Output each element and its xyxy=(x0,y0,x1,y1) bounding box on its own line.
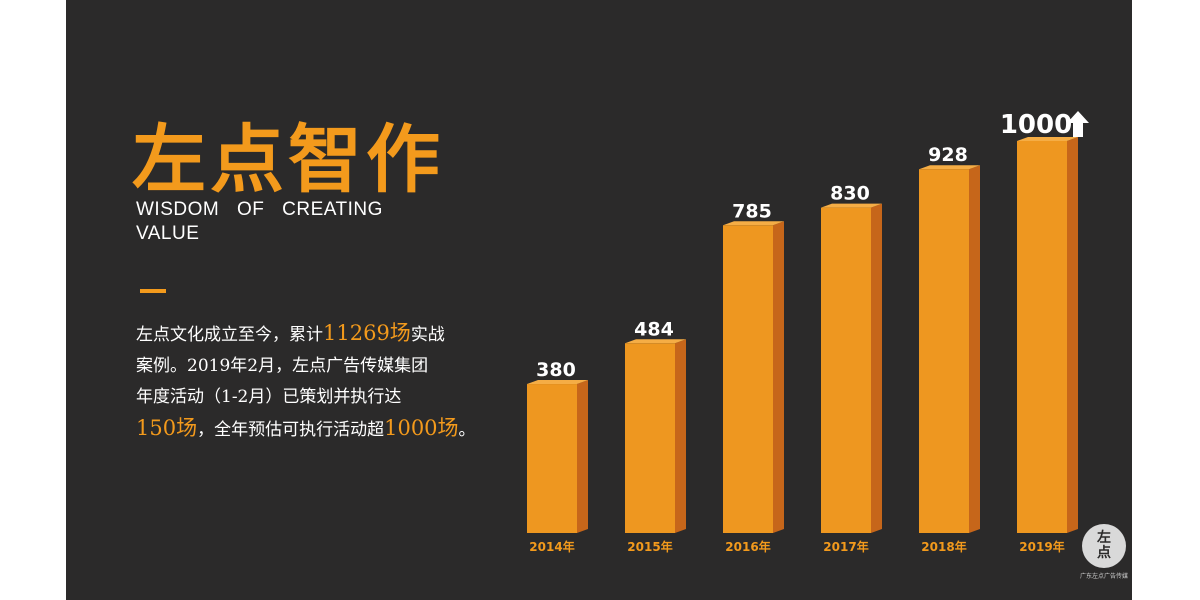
bar-side xyxy=(577,380,588,533)
x-tick-label: 2016年 xyxy=(725,539,770,554)
bar-side xyxy=(969,165,980,533)
description-line-3: 年度活动（1-2月）已策划并执行达 xyxy=(136,387,402,407)
slide: 左点智作 WISDOM OF CREATING VALUE 左点文化成立至今，累… xyxy=(66,0,1132,600)
bar xyxy=(821,207,871,533)
x-tick-label: 2015年 xyxy=(627,539,672,554)
bar-top xyxy=(1017,137,1078,141)
x-tick-label: 2017年 xyxy=(823,539,868,554)
x-tick-label: 2019年 xyxy=(1019,539,1064,554)
slide-subtitle: WISDOM OF CREATING VALUE xyxy=(136,199,383,244)
bar-value-label: 1000 xyxy=(1000,110,1072,140)
bar xyxy=(625,343,675,533)
bar-value-label: 830 xyxy=(830,183,870,205)
bar xyxy=(527,384,577,533)
logo-caption: 广东左点广告传媒 xyxy=(1079,573,1128,580)
bar-side xyxy=(773,221,784,533)
bar-value-label: 928 xyxy=(928,144,968,166)
slide-title: 左点智作 xyxy=(132,117,444,203)
bar-top xyxy=(527,380,588,385)
bar xyxy=(1017,141,1067,533)
description-line-2: 案例。2019年2月，左点广告传媒集团 xyxy=(136,356,429,376)
bar-value-label: 380 xyxy=(536,359,576,381)
description-line-4: 150场，全年预估可执行活动超1000场。 xyxy=(136,416,476,440)
x-tick-label: 2014年 xyxy=(529,539,574,554)
bar-top xyxy=(723,221,784,226)
description-line-1: 左点文化成立至今，累计11269场实战 xyxy=(136,321,445,345)
up-arrow-icon xyxy=(1067,111,1089,137)
bar-value-label: 484 xyxy=(634,318,674,340)
bar xyxy=(919,169,969,533)
bar xyxy=(723,225,773,533)
logo-mark: 左 点 xyxy=(1082,524,1126,568)
bar-top xyxy=(919,165,980,170)
x-tick-label: 2018年 xyxy=(921,539,966,554)
brand-logo: 左 点 广东左点广告传媒 xyxy=(1054,524,1132,580)
bar-side xyxy=(871,203,882,533)
bar-value-label: 785 xyxy=(732,200,772,222)
bar-top xyxy=(625,339,686,344)
bar-top xyxy=(821,203,882,208)
bar-side xyxy=(675,339,686,533)
bar-chart: 380 2014年 484 2015年 785 2016年 830 2017年 928 2018年… xyxy=(527,110,1089,554)
bar-side xyxy=(1067,137,1078,533)
description: 左点文化成立至今，累计11269场实战 案例。2019年2月，左点广告传媒集团 … xyxy=(136,318,536,446)
accent-dash xyxy=(140,289,166,293)
